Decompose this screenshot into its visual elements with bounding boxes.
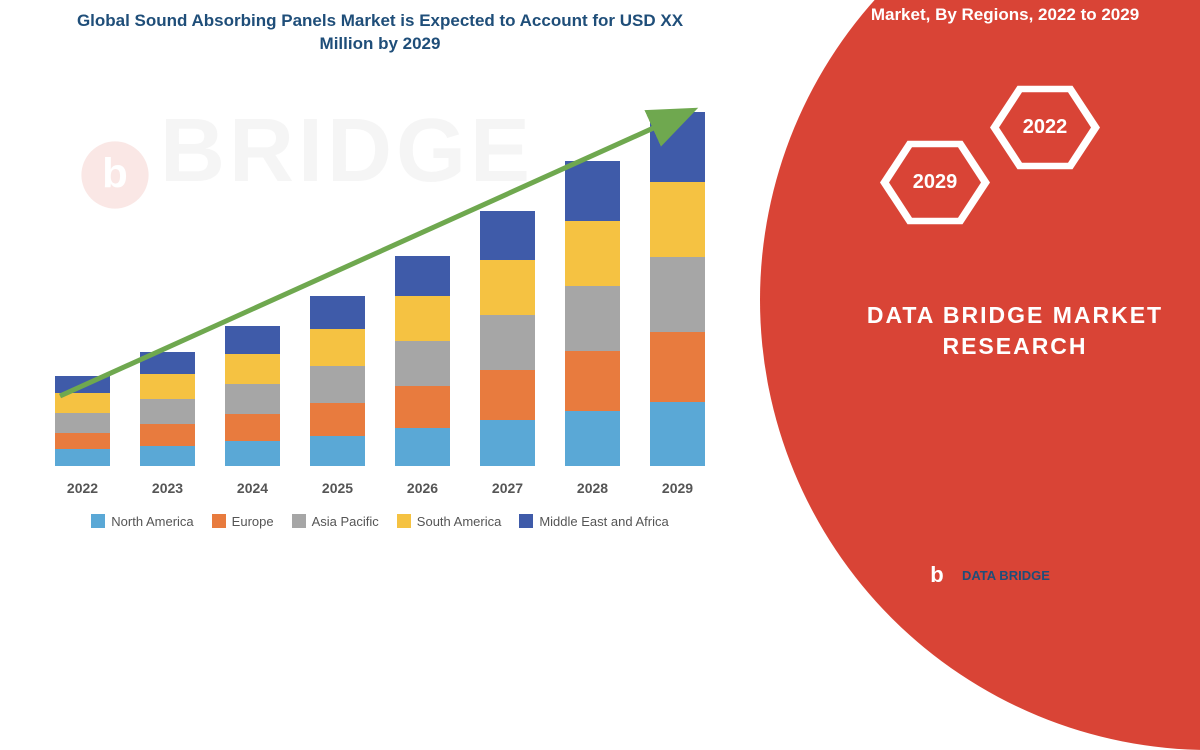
bar-segment [140,446,195,466]
bar-segment [225,441,280,466]
bar-group [55,376,110,466]
legend-label: Europe [232,514,274,529]
bar-group [565,161,620,466]
chart-legend: North America Europe Asia Pacific South Ame… [20,514,740,529]
legend-label: North America [111,514,193,529]
x-axis-label: 2023 [140,480,195,496]
hex-badge-label: 2022 [999,88,1091,168]
bar-segment [565,286,620,351]
legend-label: Middle East and Africa [539,514,668,529]
bar-group [480,211,535,466]
bar-segment [55,376,110,393]
bar-segment [395,341,450,386]
bar-segment [55,449,110,466]
bar-segment [565,411,620,466]
bar-segment [140,424,195,446]
bar-segment [480,211,535,260]
bar-group [140,352,195,466]
bar-segment [140,399,195,424]
bar-segment [395,428,450,466]
bar-group [225,326,280,466]
x-axis-label: 2026 [395,480,450,496]
x-axis-label: 2025 [310,480,365,496]
bar-segment [395,386,450,428]
bar-segment [480,260,535,315]
x-axis-label: 2028 [565,480,620,496]
footer-logo-icon: b [920,558,954,592]
brand-line-1: DATA BRIDGE MARKET [860,300,1170,331]
x-axis-labels: 2022 2023 2024 2025 2026 2027 2028 2029 [40,480,720,496]
bar-group [310,296,365,466]
bar-segment [310,296,365,329]
legend-item: Middle East and Africa [519,514,668,529]
bar-segment [565,221,620,286]
bars-container [40,96,720,466]
bar-group [395,256,450,466]
bar-segment [395,296,450,341]
bar-segment [650,402,705,466]
x-axis-label: 2027 [480,480,535,496]
bar-segment [395,256,450,296]
chart-area: 2022 2023 2024 2025 2026 2027 2028 2029 [20,76,740,496]
bar-segment [140,352,195,374]
legend-swatch [91,514,105,528]
bar-segment [55,433,110,449]
legend-label: Asia Pacific [312,514,379,529]
legend-swatch [397,514,411,528]
bar-segment [650,257,705,332]
footer-logo: b DATA BRIDGE [920,558,1050,592]
bar-segment [310,329,365,366]
chart-title: Global Sound Absorbing Panels Market is … [20,10,740,66]
legend-swatch [292,514,306,528]
bar-segment [55,393,110,413]
legend-label: South America [417,514,502,529]
bar-segment [55,413,110,433]
legend-item: South America [397,514,502,529]
bar-segment [650,112,705,182]
hex-badge-2029: 2029 [880,135,990,230]
chart-panel: Global Sound Absorbing Panels Market is … [0,0,760,600]
right-panel: Market, By Regions, 2022 to 2029 2029 20… [760,0,1200,600]
hex-badge-label: 2029 [889,143,981,223]
bar-segment [650,332,705,402]
x-axis-label: 2022 [55,480,110,496]
legend-swatch [212,514,226,528]
bar-segment [140,374,195,399]
brand-line-2: RESEARCH [860,331,1170,362]
legend-item: North America [91,514,193,529]
bar-segment [310,436,365,466]
bar-segment [480,370,535,420]
footer-brand-text: DATA BRIDGE [962,568,1050,583]
hex-badge-2022: 2022 [990,80,1100,175]
x-axis-label: 2029 [650,480,705,496]
legend-item: Europe [212,514,274,529]
legend-item: Asia Pacific [292,514,379,529]
bar-segment [650,182,705,257]
bar-segment [565,351,620,411]
bar-segment [225,354,280,384]
bar-segment [225,326,280,354]
bar-segment [480,420,535,466]
brand-text: DATA BRIDGE MARKET RESEARCH [860,300,1170,362]
bar-segment [310,366,365,403]
bar-group [650,112,705,466]
legend-swatch [519,514,533,528]
bar-segment [225,414,280,441]
hex-badges: 2029 2022 [880,80,1160,280]
bar-segment [480,315,535,370]
right-panel-title: Market, By Regions, 2022 to 2029 [830,4,1180,26]
bar-segment [565,161,620,221]
x-axis-label: 2024 [225,480,280,496]
bar-segment [225,384,280,414]
bar-segment [310,403,365,436]
